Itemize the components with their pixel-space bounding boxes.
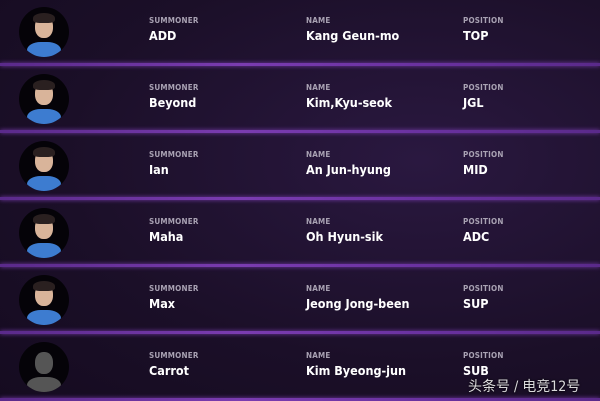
roster-row: SUMMONER Beyond NAME Kim,Kyu-seok POSITI… [0, 67, 600, 131]
avatar [19, 208, 69, 258]
roster-row: SUMMONER ADD NAME Kang Geun-mo POSITION … [0, 0, 600, 64]
summoner-field: SUMMONER Beyond [149, 83, 199, 111]
roster-row: SUMMONER Max NAME Jeong Jong-been POSITI… [0, 268, 600, 332]
avatar [19, 7, 69, 57]
avatar [19, 141, 69, 191]
position-field: POSITION JGL [463, 83, 504, 111]
name-field: NAME Kim,Kyu-seok [306, 83, 392, 111]
summoner-value: Max [149, 296, 176, 311]
summoner-label: SUMMONER [149, 83, 199, 92]
name-field: NAME Kang Geun-mo [306, 16, 399, 44]
row-divider [0, 264, 600, 267]
position-field: POSITION SUB [463, 351, 504, 379]
summoner-value: Carrot [149, 363, 190, 378]
position-value: TOP [463, 28, 489, 43]
row-divider [0, 130, 600, 133]
summoner-value: ADD [149, 28, 177, 43]
name-value: Kim Byeong-jun [306, 363, 407, 378]
position-field: POSITION SUP [463, 284, 504, 312]
name-label: NAME [306, 284, 331, 293]
position-label: POSITION [463, 16, 504, 25]
name-value: An Jun-hyung [306, 162, 391, 177]
avatar-placeholder-icon [19, 342, 69, 392]
summoner-field: SUMMONER Ian [149, 150, 199, 178]
summoner-label: SUMMONER [149, 351, 199, 360]
name-field: NAME Jeong Jong-been [306, 284, 409, 312]
summoner-label: SUMMONER [149, 284, 199, 293]
name-label: NAME [306, 16, 331, 25]
position-label: POSITION [463, 284, 504, 293]
name-label: NAME [306, 351, 331, 360]
summoner-field: SUMMONER ADD [149, 16, 199, 44]
position-label: POSITION [463, 150, 504, 159]
summoner-label: SUMMONER [149, 217, 199, 226]
summoner-value: Beyond [149, 95, 197, 110]
summoner-label: SUMMONER [149, 150, 199, 159]
roster-row: SUMMONER Ian NAME An Jun-hyung POSITION … [0, 134, 600, 198]
row-divider [0, 331, 600, 334]
avatar [19, 275, 69, 325]
avatar [19, 74, 69, 124]
position-field: POSITION TOP [463, 16, 504, 44]
summoner-value: Ian [149, 162, 169, 177]
summoner-field: SUMMONER Max [149, 284, 199, 312]
position-label: POSITION [463, 351, 504, 360]
roster-row: SUMMONER Maha NAME Oh Hyun-sik POSITION … [0, 201, 600, 265]
position-field: POSITION ADC [463, 217, 504, 245]
position-value: ADC [463, 229, 490, 244]
name-field: NAME An Jun-hyung [306, 150, 391, 178]
row-divider [0, 63, 600, 66]
name-value: Kang Geun-mo [306, 28, 400, 43]
position-label: POSITION [463, 83, 504, 92]
summoner-label: SUMMONER [149, 16, 199, 25]
position-value: JGL [463, 95, 484, 110]
name-label: NAME [306, 217, 331, 226]
row-divider [0, 197, 600, 200]
roster-row: SUMMONER Carrot NAME Kim Byeong-jun POSI… [0, 335, 600, 399]
position-label: POSITION [463, 217, 504, 226]
position-value: SUB [463, 363, 489, 378]
watermark: 头条号 / 电竞12号 [468, 379, 581, 395]
name-value: Kim,Kyu-seok [306, 95, 393, 110]
summoner-field: SUMMONER Carrot [149, 351, 199, 379]
position-value: MID [463, 162, 488, 177]
position-value: SUP [463, 296, 489, 311]
name-label: NAME [306, 150, 331, 159]
position-field: POSITION MID [463, 150, 504, 178]
name-field: NAME Kim Byeong-jun [306, 351, 406, 379]
name-field: NAME Oh Hyun-sik [306, 217, 383, 245]
name-value: Oh Hyun-sik [306, 229, 383, 244]
summoner-field: SUMMONER Maha [149, 217, 199, 245]
summoner-value: Maha [149, 229, 184, 244]
name-label: NAME [306, 83, 331, 92]
name-value: Jeong Jong-been [306, 296, 410, 311]
